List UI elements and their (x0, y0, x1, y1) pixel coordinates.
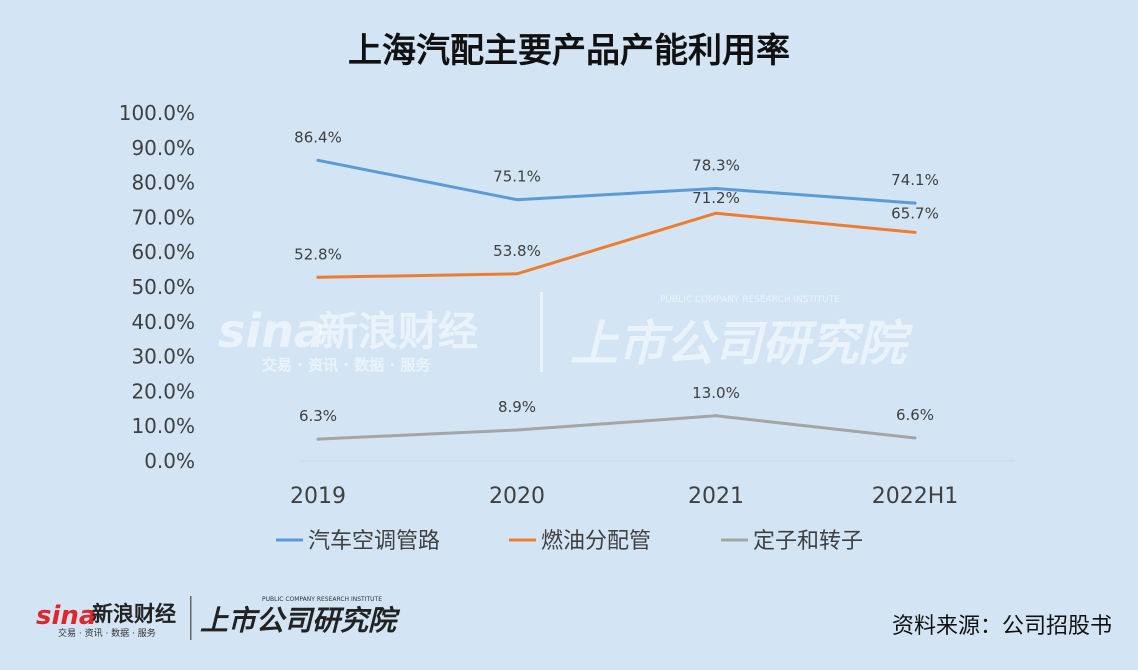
data-label: 53.8% (493, 242, 541, 260)
footer-sina-logo: sina (36, 601, 96, 631)
x-tick-label: 2021 (688, 484, 744, 509)
watermark-tagline: 交易 · 资讯 · 数据 · 服务 (262, 356, 431, 374)
y-tick-label: 80.0% (131, 171, 195, 195)
y-tick-label: 50.0% (131, 275, 195, 299)
data-point (316, 275, 320, 279)
series-line-3 (316, 414, 917, 441)
watermark-center: sina 新浪财经 交易 · 资讯 · 数据 · 服务 PUBLIC COMPA… (218, 292, 914, 374)
legend: 汽车空调管路 燃油分配管 定子和转子 (276, 529, 863, 554)
y-tick-label: 0.0% (144, 449, 195, 473)
data-label: 71.2% (692, 189, 740, 207)
data-label: 74.1% (891, 171, 939, 189)
y-tick-label: 10.0% (131, 414, 195, 438)
y-tick-label: 30.0% (131, 345, 195, 369)
y-tick-label: 70.0% (131, 205, 195, 229)
footer-institute: 上市公司研究院 (200, 604, 401, 637)
data-point (515, 428, 519, 432)
data-point (714, 187, 718, 191)
x-tick-label: 2019 (290, 484, 346, 509)
footer-logos: sina 新浪财经 交易 · 资讯 · 数据 · 服务 PUBLIC COMPA… (36, 596, 401, 640)
y-tick-label: 60.0% (131, 240, 195, 264)
data-point (913, 436, 917, 440)
data-label: 6.6% (896, 406, 934, 424)
data-point (714, 211, 718, 215)
data-label: 8.9% (498, 398, 536, 416)
y-tick-label: 40.0% (131, 310, 195, 334)
data-label: 6.3% (299, 407, 337, 425)
x-axis: 2019 2020 2021 2022H1 (290, 484, 958, 509)
series-line-2 (316, 211, 917, 279)
data-point (515, 272, 519, 276)
data-label: 65.7% (891, 204, 939, 222)
legend-label: 燃油分配管 (541, 529, 651, 554)
footer-divider (190, 596, 192, 640)
data-point (316, 158, 320, 162)
data-label: 52.8% (294, 245, 342, 263)
source-note: 资料来源：公司招股书 (892, 614, 1112, 639)
watermark-divider (540, 292, 543, 372)
y-tick-label: 90.0% (131, 136, 195, 160)
watermark-brand-name: 新浪财经 (318, 309, 478, 355)
data-point (515, 198, 519, 202)
data-label: 13.0% (692, 384, 740, 402)
series-line-1 (316, 158, 917, 205)
series-lines (316, 158, 917, 441)
watermark-institute-en: PUBLIC COMPANY RESEARCH INSTITUTE (660, 295, 840, 305)
y-tick-label: 100.0% (119, 101, 195, 125)
data-point (316, 437, 320, 441)
watermark-sina-logo: sina (218, 304, 325, 358)
y-axis: 0.0% 10.0% 20.0% 30.0% 40.0% 50.0% 60.0% 70.0% 8… (119, 101, 195, 473)
data-label: 75.1% (493, 168, 541, 186)
data-label: 78.3% (692, 157, 740, 175)
data-point (913, 230, 917, 234)
legend-label: 定子和转子 (753, 529, 863, 554)
data-point (714, 414, 718, 418)
footer-institute-en: PUBLIC COMPANY RESEARCH INSTITUTE (262, 596, 382, 603)
x-tick-label: 2020 (489, 484, 545, 509)
footer-brand-name: 新浪财经 (92, 602, 176, 626)
x-tick-label: 2022H1 (872, 484, 959, 509)
watermark-institute: 上市公司研究院 (570, 316, 914, 372)
data-labels: 86.4% 75.1% 78.3% 74.1% 52.8% 53.8% 71.2% 65.7%… (294, 128, 939, 425)
footer-tagline: 交易 · 资讯 · 数据 · 服务 (58, 627, 156, 639)
y-tick-label: 20.0% (131, 379, 195, 403)
data-point (913, 201, 917, 205)
legend-label: 汽车空调管路 (308, 529, 440, 554)
chart-title: 上海汽配主要产品产能利用率 (348, 31, 790, 71)
data-label: 86.4% (294, 128, 342, 146)
